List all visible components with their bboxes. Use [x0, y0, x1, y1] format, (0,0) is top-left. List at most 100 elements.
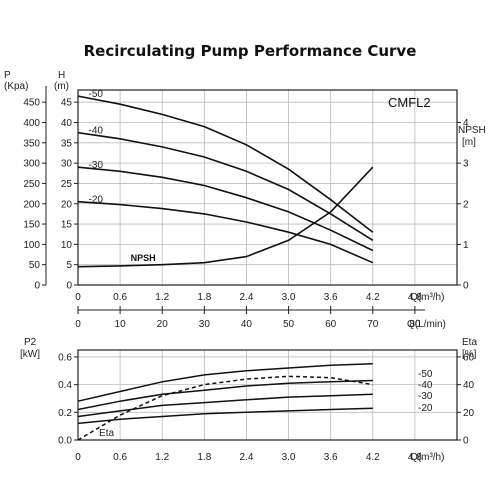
curve-minus30 [77, 166, 374, 252]
curve-label: -40 [418, 380, 433, 391]
h-tick-label: 5 [66, 260, 72, 271]
curve-label: -30 [418, 391, 433, 402]
x-axis-title: Q(m³/h) [410, 452, 444, 463]
h-axis-unit: (m) [54, 81, 69, 92]
x-tick-label: 0 [75, 292, 81, 303]
x-tick-label: 0.6 [113, 292, 127, 303]
x-tick-label: 1.2 [155, 292, 169, 303]
h-tick-label: 10 [61, 240, 73, 251]
curve-npsh [77, 166, 374, 268]
p-tick-label: 0 [34, 281, 40, 292]
curve-minus20 [77, 407, 373, 425]
x-tick-label: 1.8 [197, 452, 211, 463]
curve-label: -20 [89, 195, 104, 206]
eta-tick-label: 40 [463, 380, 475, 391]
npsh-tick-label: 4 [463, 118, 469, 129]
x-tick-label: 4.8 [408, 292, 422, 303]
p-tick-label: 250 [23, 179, 40, 190]
p-tick-label: 300 [23, 159, 40, 170]
curve-label: -50 [89, 89, 104, 100]
curve-minus50 [77, 363, 373, 402]
p-tick-label: 150 [23, 220, 40, 231]
plot-frame [77, 349, 458, 441]
lmin-tick-label: 0 [75, 319, 81, 330]
eta-axis-unit: [%] [462, 349, 477, 360]
h-tick-label: 15 [61, 220, 73, 231]
lmin-axis-title: Q(L/min) [407, 319, 446, 330]
head-flow-chart: 050100150200250300350400450P(Kpa)0510152… [4, 70, 486, 330]
p2-axis-title: P2 [24, 337, 37, 348]
npsh-tick-label: 3 [463, 159, 469, 170]
curve-label: -30 [89, 160, 104, 171]
p2-tick-label: 0.2 [58, 408, 72, 419]
model-label: CMFL2 [388, 95, 431, 110]
p-tick-label: 200 [23, 199, 40, 210]
x-tick-label: 4.8 [408, 452, 422, 463]
x-tick-label: 4.2 [366, 452, 380, 463]
chart-title: Recirculating Pump Performance Curve [84, 42, 417, 60]
x-tick-label: 0.6 [113, 452, 127, 463]
h-tick-label: 30 [61, 159, 73, 170]
p-tick-label: 100 [23, 240, 40, 251]
curve-minus30 [77, 393, 373, 418]
x-tick-label: 4.2 [366, 292, 380, 303]
h-tick-label: 40 [61, 118, 73, 129]
x-tick-label: 1.2 [155, 452, 169, 463]
lmin-tick-label: 50 [283, 319, 295, 330]
eta-tick-label: 0 [463, 436, 469, 447]
x-tick-label: 1.8 [197, 292, 211, 303]
lmin-tick-label: 60 [325, 319, 337, 330]
h-tick-label: 35 [61, 138, 73, 149]
npsh-curve-label: NPSH [131, 253, 156, 263]
h-axis-title: H [58, 70, 65, 81]
npsh-tick-label: 0 [463, 281, 469, 292]
lmin-tick-label: 30 [199, 319, 211, 330]
curve-label: -50 [418, 369, 433, 380]
plot-frame [77, 89, 458, 286]
p-tick-label: 350 [23, 138, 40, 149]
eta-tick-label: 20 [463, 408, 475, 419]
x-tick-label: 3.6 [324, 292, 338, 303]
lmin-tick-label: 40 [241, 319, 253, 330]
x-tick-label: 3.0 [282, 452, 296, 463]
lmin-tick-label: 10 [115, 319, 127, 330]
p-axis-unit: (Kpa) [4, 81, 28, 92]
p2-tick-label: 0.6 [58, 352, 72, 363]
p-tick-label: 450 [23, 98, 40, 109]
curve-label: -40 [89, 126, 104, 137]
eta-axis-title: Eta [462, 337, 477, 348]
p2-tick-label: 0.4 [58, 380, 72, 391]
lmin-tick-label: 80 [409, 319, 421, 330]
p2-tick-label: 0.0 [58, 436, 72, 447]
x-axis-title: Q(m³/h) [410, 292, 444, 303]
h-tick-label: 45 [61, 98, 73, 109]
npsh-tick-label: 1 [463, 240, 469, 251]
x-tick-label: 3.6 [324, 452, 338, 463]
lmin-tick-label: 20 [157, 319, 169, 330]
npsh-tick-label: 2 [463, 199, 469, 210]
lmin-tick-label: 70 [367, 319, 379, 330]
p-tick-label: 400 [23, 118, 40, 129]
eta-curve-label: Eta [99, 428, 114, 439]
x-tick-label: 2.4 [239, 292, 253, 303]
h-tick-label: 20 [61, 199, 73, 210]
curve-label: -20 [418, 403, 433, 414]
curve-minus40 [77, 379, 373, 411]
h-tick-label: 0 [66, 281, 72, 292]
x-tick-label: 2.4 [239, 452, 253, 463]
x-tick-label: 3.0 [282, 292, 296, 303]
npsh-axis-unit: [m] [462, 137, 476, 148]
p-tick-label: 50 [29, 260, 41, 271]
curve-minus50 [77, 95, 374, 233]
p2-axis-unit: [kW] [20, 349, 40, 360]
curve-minus40 [77, 131, 374, 241]
npsh-axis-title: NPSH [458, 125, 486, 136]
eta-tick-label: 60 [463, 352, 475, 363]
h-tick-label: 25 [61, 179, 73, 190]
p-axis-title: P [4, 70, 11, 81]
curve-eta [77, 375, 373, 441]
x-tick-label: 0 [75, 452, 81, 463]
curve-minus20 [77, 200, 374, 264]
